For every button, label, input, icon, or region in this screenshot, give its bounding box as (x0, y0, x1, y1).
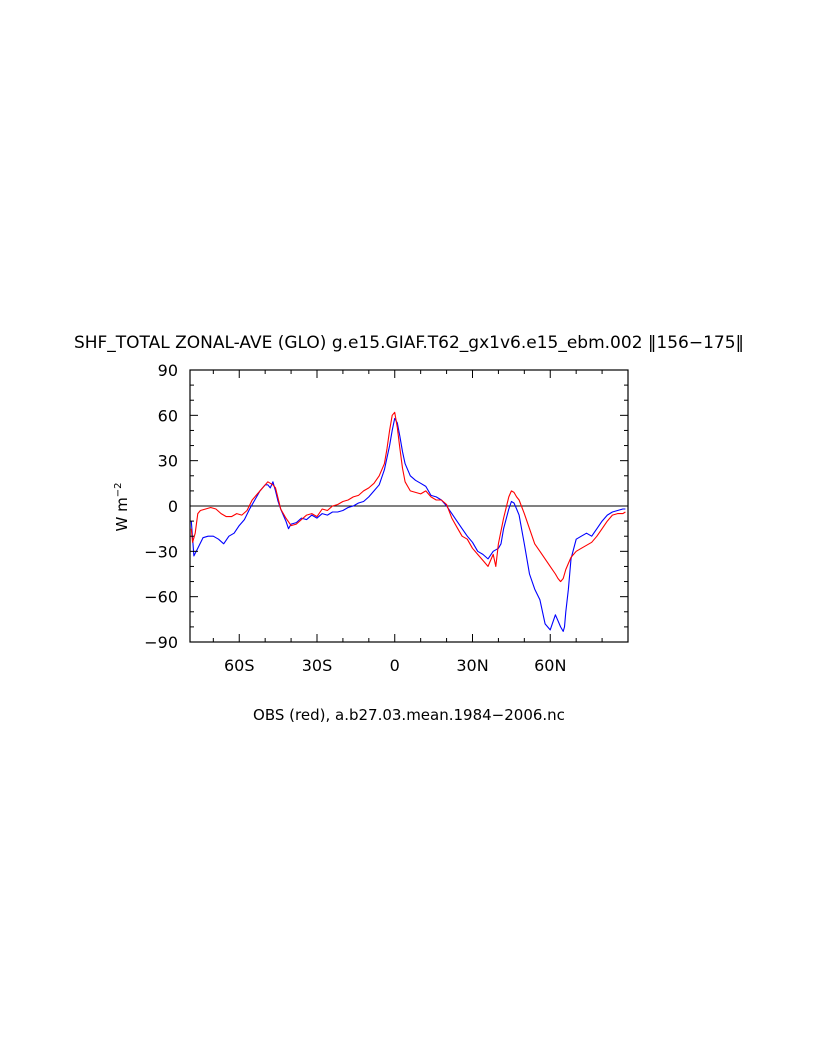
x-tick-label-1: 30S (302, 656, 333, 675)
y-tick-label-3: 0 (168, 497, 178, 516)
y-tick-label-1: 60 (158, 406, 178, 425)
x-tick-label-0: 60S (224, 656, 255, 675)
y-tick-label-5: −60 (144, 588, 178, 607)
y-tick-label-2: 30 (158, 452, 178, 471)
chart-title: SHF_TOTAL ZONAL-AVE (GLO) g.e15.GIAF.T62… (74, 333, 744, 353)
x-tick-label-3: 30N (456, 656, 488, 675)
y-tick-label-4: −30 (144, 542, 178, 561)
x-tick-label-2: 0 (390, 656, 400, 675)
x-axis-label: OBS (red), a.b27.03.mean.1984−2006.nc (253, 706, 565, 724)
x-tick-label-4: 60N (534, 656, 566, 675)
series-line-0 (190, 417, 626, 632)
y-axis-label-superscript: −2 (113, 483, 124, 498)
y-axis-label-text: W m (113, 497, 131, 531)
y-axis-label: W m−2 (113, 483, 131, 532)
y-tick-label-6: −90 (144, 633, 178, 652)
plot-area: 90 60 30 0 −30 −60 −90 60S 30S 0 30N 60N (144, 361, 629, 675)
series-line-1 (190, 411, 626, 583)
y-tick-label-0: 90 (158, 361, 178, 380)
